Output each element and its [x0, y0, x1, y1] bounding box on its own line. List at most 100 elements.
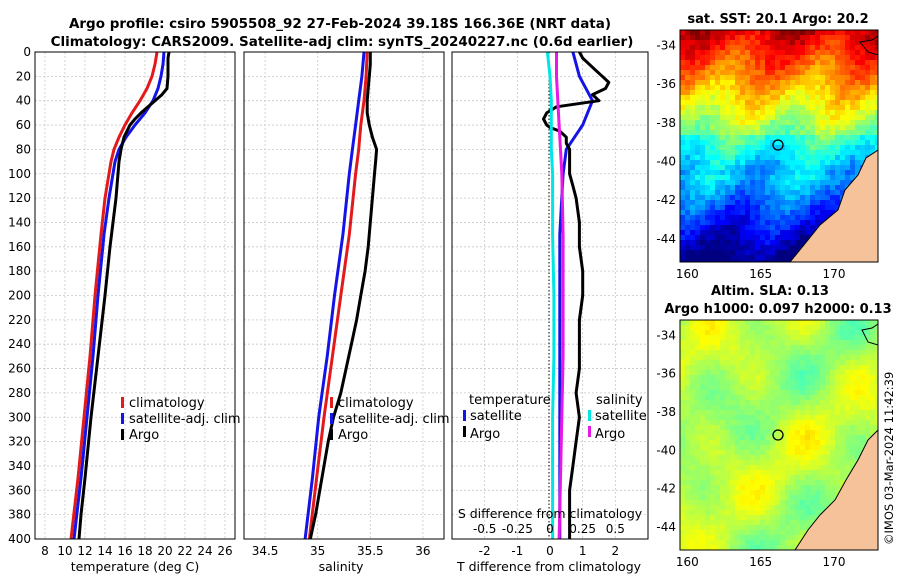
- sla-cell: [680, 475, 686, 481]
- sst-cell: [695, 250, 701, 256]
- sla-cell: [875, 325, 878, 331]
- sla-cell: [765, 335, 771, 341]
- sla-cell: [720, 360, 726, 366]
- sst-cell: [795, 55, 801, 61]
- sst-cell: [810, 95, 816, 101]
- sla-cell: [790, 365, 796, 371]
- sla-cell: [830, 460, 836, 466]
- sla-cell: [785, 400, 791, 406]
- sla-cell: [740, 525, 746, 531]
- s-difference-xlabel: S difference from climatology: [458, 506, 643, 521]
- sla-cell: [800, 460, 806, 466]
- sst-cell: [735, 65, 741, 71]
- sla-cell: [765, 450, 771, 456]
- sla-cell: [855, 420, 861, 426]
- sst-cell: [815, 125, 821, 131]
- sla-cell: [815, 395, 821, 401]
- sla-cell: [790, 350, 796, 356]
- sst-cell: [855, 100, 861, 106]
- legend-title-salinity: salinity: [596, 393, 643, 408]
- sla-cell: [830, 485, 836, 491]
- sst-cell: [795, 185, 801, 191]
- sla-cell: [785, 480, 791, 486]
- sla-map-title-line1: Altim. SLA: 0.13: [711, 284, 829, 299]
- sla-cell: [745, 465, 751, 471]
- sst-cell: [785, 155, 791, 161]
- sla-cell: [735, 420, 741, 426]
- sst-cell: [820, 85, 826, 91]
- sla-cell: [855, 455, 861, 461]
- sla-cell: [710, 400, 716, 406]
- sst-cell: [780, 70, 786, 76]
- sst-cell: [870, 115, 876, 121]
- sla-cell: [865, 420, 871, 426]
- sst-cell: [745, 200, 751, 206]
- sst-cell: [850, 85, 856, 91]
- sla-cell: [740, 320, 746, 326]
- sst-cell: [815, 140, 821, 146]
- sla-cell: [855, 355, 861, 361]
- sst-cell: [760, 145, 766, 151]
- sla-cell: [695, 495, 701, 501]
- depth-tick-label: 380: [8, 508, 31, 522]
- sla-cell: [700, 450, 706, 456]
- sst-cell: [705, 160, 711, 166]
- sst-cell: [855, 50, 861, 56]
- sst-cell: [690, 170, 696, 176]
- sst-cell: [770, 150, 776, 156]
- sla-cell: [680, 360, 686, 366]
- sla-cell: [695, 355, 701, 361]
- sst-cell: [695, 160, 701, 166]
- sst-cell: [855, 65, 861, 71]
- sla-cell: [785, 435, 791, 441]
- sst-cell: [760, 215, 766, 221]
- sst-cell: [680, 75, 686, 81]
- sla-cell: [690, 325, 696, 331]
- sst-cell: [730, 70, 736, 76]
- sst-cell: [780, 50, 786, 56]
- sst-cell: [830, 110, 836, 116]
- sla-cell: [700, 400, 706, 406]
- sla-cell: [850, 435, 856, 441]
- sla-cell: [770, 325, 776, 331]
- sst-cell: [705, 200, 711, 206]
- sst-cell: [800, 225, 806, 231]
- sla-cell: [790, 395, 796, 401]
- sla-cell: [745, 335, 751, 341]
- sst-cell: [690, 205, 696, 211]
- sst-cell: [860, 95, 866, 101]
- sst-cell: [750, 230, 756, 236]
- sla-cell: [835, 395, 841, 401]
- sst-cell: [740, 95, 746, 101]
- sla-cell: [740, 440, 746, 446]
- sla-cell: [810, 470, 816, 476]
- sst-cell: [700, 185, 706, 191]
- sst-cell: [745, 260, 751, 262]
- sst-cell: [815, 135, 821, 141]
- sla-cell: [700, 430, 706, 436]
- sst-coastline-north: [859, 35, 878, 56]
- legend-label-satellite: satellite-adj. clim: [129, 412, 241, 427]
- sla-cell: [730, 320, 736, 326]
- legend-swatch-s-satellite: [588, 410, 591, 421]
- sst-cell: [785, 175, 791, 181]
- sst-cell: [790, 195, 796, 201]
- sst-cell: [765, 200, 771, 206]
- sst-cell: [805, 200, 811, 206]
- sla-cell: [820, 410, 826, 416]
- sla-cell: [770, 440, 776, 446]
- sla-cell: [690, 510, 696, 516]
- sst-cell: [710, 130, 716, 136]
- sst-cell: [815, 210, 821, 216]
- sst-cell: [775, 30, 781, 36]
- sst-cell: [785, 185, 791, 191]
- sst-cell: [705, 245, 711, 251]
- sst-cell: [850, 130, 856, 136]
- sla-cell: [755, 455, 761, 461]
- sst-cell: [695, 220, 701, 226]
- sst-cell: [790, 50, 796, 56]
- sla-cell: [725, 340, 731, 346]
- sst-cell: [830, 145, 836, 151]
- sla-cell: [710, 365, 716, 371]
- sst-cell: [865, 100, 871, 106]
